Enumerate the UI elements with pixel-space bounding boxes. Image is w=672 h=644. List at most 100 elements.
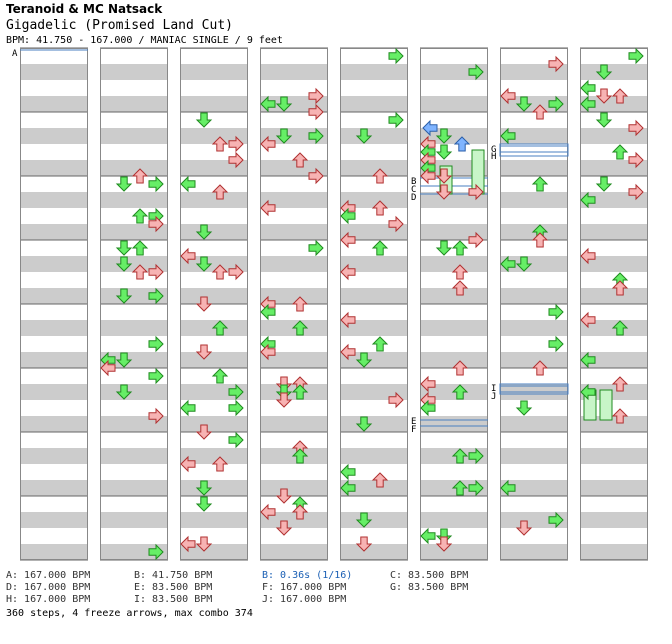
- left-arrow-icon: [580, 311, 596, 329]
- down-arrow-icon: [435, 168, 453, 184]
- right-arrow-icon: [548, 303, 564, 321]
- up-arrow-icon: [451, 384, 469, 400]
- down-arrow-icon: [275, 96, 293, 112]
- bpm-marker-label: I: [491, 384, 496, 394]
- up-arrow-icon: [371, 200, 389, 216]
- right-arrow-icon: [548, 511, 564, 529]
- left-arrow-icon: [180, 399, 196, 417]
- right-arrow-icon: [388, 47, 404, 65]
- down-arrow-icon: [195, 424, 213, 440]
- bpm-legend-entry: B: 0.36s (1/16): [262, 570, 353, 581]
- left-arrow-icon: [420, 527, 436, 545]
- song-title: Gigadelic (Promised Land Cut): [6, 18, 233, 33]
- chart-column: [500, 47, 568, 561]
- left-arrow-icon: [580, 247, 596, 265]
- right-arrow-icon: [388, 215, 404, 233]
- down-arrow-icon: [595, 64, 613, 80]
- right-arrow-icon: [548, 335, 564, 353]
- left-arrow-icon: [340, 263, 356, 281]
- left-arrow-icon: [500, 87, 516, 105]
- left-arrow-icon: [580, 95, 596, 113]
- left-arrow-icon: [100, 359, 116, 377]
- left-arrow-icon: [420, 375, 436, 393]
- down-arrow-icon: [435, 184, 453, 200]
- up-arrow-icon: [291, 384, 309, 400]
- right-arrow-icon: [148, 367, 164, 385]
- down-arrow-icon: [195, 256, 213, 272]
- down-arrow-icon: [515, 96, 533, 112]
- down-arrow-icon: [435, 128, 453, 144]
- bpm-legend-entry: J: 167.000 BPM: [262, 594, 347, 605]
- chart-summary: 360 steps, 4 freeze arrows, max combo 37…: [6, 608, 253, 619]
- bpm-marker-label: A: [12, 49, 18, 59]
- up-arrow-icon: [451, 280, 469, 296]
- left-arrow-icon: [180, 175, 196, 193]
- left-arrow-icon: [580, 351, 596, 369]
- up-arrow-icon: [211, 136, 229, 152]
- down-arrow-icon: [355, 512, 373, 528]
- down-arrow-icon: [435, 240, 453, 256]
- down-arrow-icon: [355, 128, 373, 144]
- chart-info: BPM: 41.750 - 167.000 / MANIAC SINGLE / …: [6, 35, 283, 46]
- down-arrow-icon: [355, 536, 373, 552]
- right-arrow-icon: [308, 127, 324, 145]
- down-arrow-icon: [595, 176, 613, 192]
- up-arrow-icon: [131, 168, 149, 184]
- left-arrow-icon: [260, 503, 276, 521]
- bpm-marker-label: C: [411, 185, 416, 195]
- left-arrow-icon: [500, 479, 516, 497]
- left-arrow-icon: [580, 79, 596, 97]
- left-arrow-icon: [260, 343, 276, 361]
- freeze-arrow: [599, 389, 613, 421]
- down-arrow-icon: [275, 392, 293, 408]
- left-arrow-icon: [340, 207, 356, 225]
- down-arrow-icon: [115, 176, 133, 192]
- up-arrow-icon: [291, 448, 309, 464]
- right-arrow-icon: [228, 151, 244, 169]
- up-arrow-icon: [291, 504, 309, 520]
- left-arrow-icon: [260, 303, 276, 321]
- up-arrow-icon: [291, 320, 309, 336]
- down-arrow-icon: [195, 296, 213, 312]
- left-arrow-icon: [340, 479, 356, 497]
- down-arrow-icon: [195, 224, 213, 240]
- up-arrow-icon: [611, 320, 629, 336]
- down-arrow-icon: [115, 352, 133, 368]
- left-arrow-icon: [180, 535, 196, 553]
- down-arrow-icon: [595, 112, 613, 128]
- bpm-legend-entry: G: 83.500 BPM: [390, 582, 469, 593]
- left-arrow-icon: [180, 247, 196, 265]
- right-arrow-icon: [228, 431, 244, 449]
- up-arrow-icon: [371, 472, 389, 488]
- up-arrow-icon: [531, 232, 549, 248]
- down-arrow-icon: [355, 416, 373, 432]
- bpm-marker-labels: A BCD EF GH IJ: [12, 49, 496, 435]
- down-arrow-icon: [195, 112, 213, 128]
- bpm-marker-label: H: [491, 152, 496, 162]
- up-arrow-icon: [531, 104, 549, 120]
- down-arrow-icon: [515, 256, 533, 272]
- up-arrow-icon: [451, 448, 469, 464]
- right-arrow-icon: [628, 183, 644, 201]
- down-arrow-icon: [195, 496, 213, 512]
- up-arrow-icon: [371, 240, 389, 256]
- left-arrow-icon: [420, 399, 436, 417]
- step-arrows: [100, 47, 644, 561]
- left-arrow-icon: [422, 119, 438, 137]
- down-arrow-icon: [275, 520, 293, 536]
- chart-column: [180, 47, 248, 561]
- up-arrow-icon: [371, 168, 389, 184]
- chart-column: [100, 47, 168, 561]
- right-arrow-icon: [148, 175, 164, 193]
- right-arrow-icon: [228, 135, 244, 153]
- right-arrow-icon: [308, 103, 324, 121]
- up-arrow-icon: [611, 376, 629, 392]
- down-arrow-icon: [195, 480, 213, 496]
- right-arrow-icon: [628, 47, 644, 65]
- up-arrow-icon: [453, 136, 471, 152]
- bpm-legend-entry: H: 167.000 BPM: [6, 594, 91, 605]
- bpm-legend-entry: F: 167.000 BPM: [262, 582, 347, 593]
- left-arrow-icon: [500, 127, 516, 145]
- bpm-legend-entry: E: 83.500 BPM: [134, 582, 213, 593]
